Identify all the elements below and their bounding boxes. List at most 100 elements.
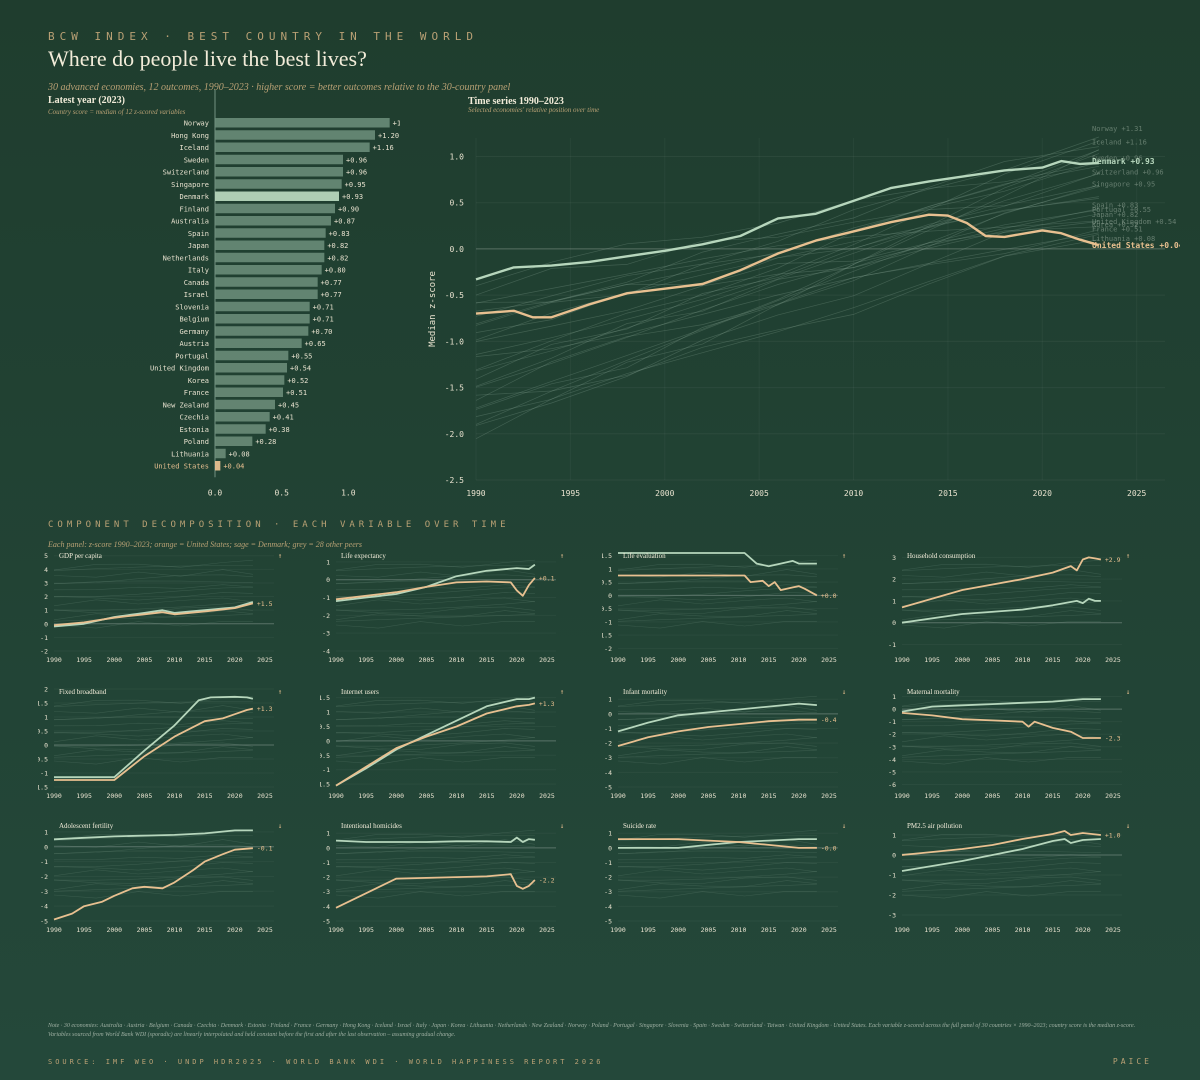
panel-direction-arrow: ↑ xyxy=(278,688,282,696)
panel-y-tick-label: -4 xyxy=(322,903,330,911)
panel-y-tick-label: 1.5 xyxy=(320,694,330,702)
ts-y-axis-label: Median z-score xyxy=(428,271,438,347)
panel-y-tick-label: -1.5 xyxy=(38,784,48,792)
panel-x-tick-label: 2015 xyxy=(1045,656,1061,664)
panel-x-tick-label: 2015 xyxy=(197,656,213,664)
bar-chart-title: Latest year (2023) xyxy=(48,95,125,106)
bar-value-label: +0.96 xyxy=(346,169,367,177)
panel-peer-line xyxy=(53,867,253,877)
ts-subtitle: Selected economies' relative position ov… xyxy=(468,106,599,114)
bar-label: Germany xyxy=(179,328,209,336)
panel-peer-line xyxy=(901,844,1101,854)
panel-peer-lines xyxy=(53,559,253,629)
panel-peer-line xyxy=(53,597,253,607)
panel-x-tick-label: 2010 xyxy=(449,926,465,934)
panel-x-tick-label: 1995 xyxy=(924,926,940,934)
panel-peer-line xyxy=(53,705,253,714)
panel-direction-arrow: ↑ xyxy=(842,552,846,560)
panel-peer-lines xyxy=(901,829,1101,899)
ts-peer-end-label: Korea +0.52 xyxy=(1092,221,1138,229)
panel-peer-line xyxy=(617,867,817,877)
panel-y-tick-label: -3 xyxy=(40,888,48,896)
panel-us-end-label: +0.1 xyxy=(539,574,555,582)
ts-peer-line xyxy=(475,196,1099,341)
panel-peer-line xyxy=(53,737,253,747)
bar xyxy=(215,301,310,312)
panel-x-tick-label: 2015 xyxy=(761,926,777,934)
panel-x-tick-label: 2015 xyxy=(1045,792,1061,800)
panel-peer-line xyxy=(901,597,1101,607)
bar xyxy=(215,240,325,250)
panel-x-tick-label: 2005 xyxy=(701,792,717,800)
panel-x-tick-label: 2010 xyxy=(1015,792,1031,800)
panel-peer-line xyxy=(901,565,1101,571)
panel-peer-line xyxy=(617,574,817,584)
panel-y-tick-label: 1.5 xyxy=(602,552,612,560)
panel-x-tick-label: 2000 xyxy=(388,926,404,934)
panel-x-tick-label: 2025 xyxy=(821,792,837,800)
panel-peer-line xyxy=(617,606,817,614)
bar-label: Estonia xyxy=(179,426,209,434)
panel-peer-line xyxy=(617,891,817,899)
panel-peer-line xyxy=(53,710,253,720)
panel-x-tick-label: 1995 xyxy=(76,792,92,800)
panel-peer-line xyxy=(617,695,817,707)
panel-x-tick-label: 2010 xyxy=(167,792,183,800)
bar-label: Austria xyxy=(179,340,209,348)
bar-label: Slovenia xyxy=(175,303,209,311)
panel-x-tick-label: 2020 xyxy=(791,926,807,934)
panel-peer-line xyxy=(53,749,253,758)
bar-value-label: +0.55 xyxy=(291,352,312,360)
bar-value-label: +0.28 xyxy=(255,438,276,446)
panel-title: Internet users xyxy=(341,688,379,696)
panel-peer-line xyxy=(335,867,535,877)
panel-y-tick-label: 3 xyxy=(892,554,896,562)
panel-peer-line xyxy=(901,883,1101,892)
ts-peer-line xyxy=(475,239,1099,396)
bar-label: Sweden xyxy=(184,156,209,164)
panel-x-tick-label: 1995 xyxy=(924,792,940,800)
panel-denmark-line xyxy=(54,695,254,779)
panel-peer-line xyxy=(335,733,535,743)
bar-value-label: +0.51 xyxy=(286,389,307,397)
panel-peer-line xyxy=(617,722,817,734)
panel-peer-line xyxy=(335,757,535,765)
bar xyxy=(215,203,335,214)
bar xyxy=(215,399,275,410)
panel-peer-line xyxy=(53,862,253,871)
bar xyxy=(215,448,226,459)
panel-peer-line xyxy=(617,876,817,884)
panel-us-end-label: +2.9 xyxy=(1105,556,1121,564)
panel-y-tick-label: -2 xyxy=(604,645,612,653)
panel-y-tick-label: -4 xyxy=(888,756,896,764)
panel-peer-line xyxy=(53,601,253,611)
bar-value-label: +0.96 xyxy=(346,156,367,164)
ts-x-tick-label: 2025 xyxy=(1127,489,1146,498)
bar-value-label: +0.80 xyxy=(325,267,346,275)
panel-us-line xyxy=(54,707,254,781)
ts-y-tick-label: 0.0 xyxy=(450,245,465,254)
panel-y-tick-label: 1 xyxy=(608,830,612,838)
panel-x-tick-label: 2025 xyxy=(1105,926,1121,934)
panel-x-tick-label: 2025 xyxy=(1105,792,1121,800)
panel-peer-line xyxy=(617,728,817,737)
panel-us-end-label: -2.2 xyxy=(539,877,555,885)
panel-y-tick-label: -2 xyxy=(322,874,330,882)
panel-y-tick-label: -2 xyxy=(604,874,612,882)
panel-x-tick-label: 2000 xyxy=(954,656,970,664)
panel-y-tick-label: -1 xyxy=(888,718,896,726)
panel-x-tick-label: 2000 xyxy=(954,792,970,800)
panel-peer-lines xyxy=(617,559,817,629)
bar xyxy=(215,216,331,226)
ts-peer-line xyxy=(475,232,1099,357)
bar-value-label: +0.93 xyxy=(342,193,363,201)
panel-x-tick-label: 2010 xyxy=(731,792,747,800)
panel-y-tick-label: -3 xyxy=(604,754,612,762)
panel-us-line xyxy=(901,556,1102,609)
panel-y-tick-label: 2 xyxy=(892,576,896,584)
bar-label: Israel xyxy=(184,291,209,299)
panel-y-tick-label: 2 xyxy=(44,593,48,601)
bar-value-label: +0.70 xyxy=(311,328,332,336)
panel-peer-line xyxy=(901,610,1101,621)
